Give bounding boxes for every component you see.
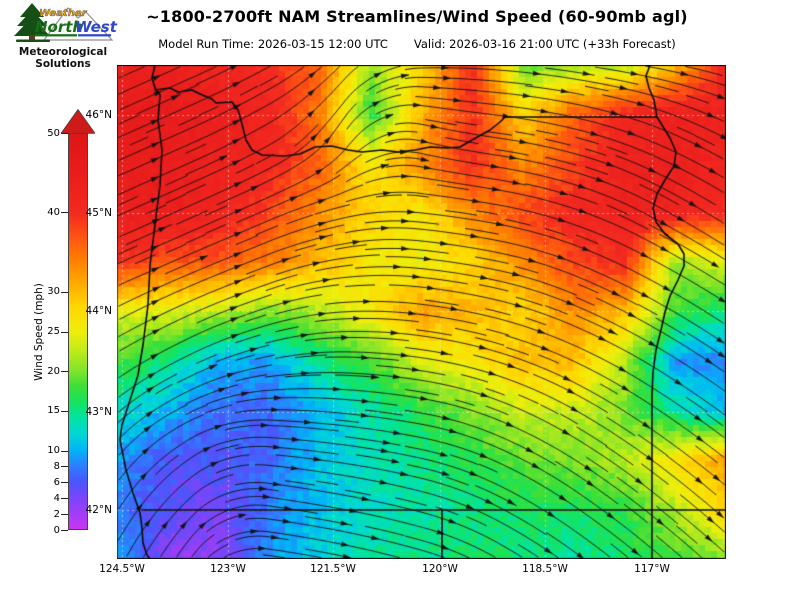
- colorbar-tick-mark: [61, 450, 68, 452]
- colorbar-tick-label: 50: [47, 127, 60, 139]
- colorbar-tick-label: 2: [53, 508, 60, 520]
- colorbar-tick-mark: [61, 133, 68, 134]
- lon-tick-label: 120°W: [422, 563, 458, 575]
- logo: Weather North West Meteorological Soluti…: [8, 2, 123, 70]
- colorbar-tick-label: 8: [53, 460, 60, 472]
- pine-tree-icon: [14, 3, 50, 42]
- colorbar-tick-mark: [61, 212, 68, 214]
- lat-tick-label: 45°N: [85, 207, 112, 219]
- lat-tick-label: 42°N: [85, 504, 112, 516]
- map-canvas: [117, 65, 726, 559]
- valid-time: Valid: 2026-03-16 21:00 UTC (+33h Foreca…: [413, 37, 676, 51]
- logo-graphic: Weather North West: [14, 3, 118, 42]
- colorbar-tick-label: 40: [47, 206, 60, 218]
- colorbar-tick-mark: [61, 514, 68, 516]
- logo-underline-blue: [78, 34, 111, 37]
- lon-tick-label: 121.5°W: [310, 563, 356, 575]
- logo-west-text: West: [75, 18, 118, 36]
- colorbar-tick-label: 0: [53, 524, 60, 536]
- colorbar-tick-mark: [61, 466, 68, 468]
- lon-tick-label: 117°W: [634, 563, 670, 575]
- colorbar-tick-label: 30: [47, 286, 60, 298]
- subtitle-row: Model Run Time: 2026-03-15 12:00 UTC Val…: [117, 37, 717, 51]
- colorbar-gradient: [68, 133, 88, 530]
- colorbar-tick-mark: [61, 530, 68, 531]
- colorbar-tick-mark: [61, 331, 68, 333]
- colorbar-tick-label: 4: [53, 492, 60, 504]
- colorbar-tick-label: 20: [47, 365, 60, 377]
- lat-tick-label: 44°N: [85, 305, 112, 317]
- lon-tick-label: 123°W: [210, 563, 246, 575]
- colorbar-tick-mark: [61, 482, 68, 484]
- colorbar-tick-label: 25: [47, 326, 60, 337]
- lat-tick-label: 43°N: [85, 406, 112, 418]
- lon-tick-label: 118.5°W: [522, 563, 568, 575]
- colorbar-tick-mark: [61, 410, 68, 412]
- colorbar-tick-label: 6: [53, 476, 60, 488]
- logo-weather-text: Weather: [39, 8, 88, 19]
- colorbar-tick-mark: [61, 371, 68, 373]
- colorbar-tick-label: 10: [47, 445, 60, 457]
- lat-tick-label: 46°N: [85, 109, 112, 121]
- colorbar-tick-mark: [61, 498, 68, 500]
- model-run-time: Model Run Time: 2026-03-15 12:00 UTC: [158, 37, 388, 51]
- page-title: ~1800-2700ft NAM Streamlines/Wind Speed …: [146, 7, 688, 26]
- lon-tick-label: 124.5°W: [99, 563, 145, 575]
- mountain-icon: [42, 7, 114, 41]
- logo-north-text: North: [35, 18, 83, 36]
- colorbar-tick-mark: [61, 291, 68, 293]
- logo-subtitle-line1: Meteorological: [18, 46, 108, 58]
- logo-subtitle-line2: Solutions: [35, 58, 91, 70]
- logo-underline-green: [35, 34, 77, 37]
- colorbar-tick-label: 15: [47, 405, 60, 417]
